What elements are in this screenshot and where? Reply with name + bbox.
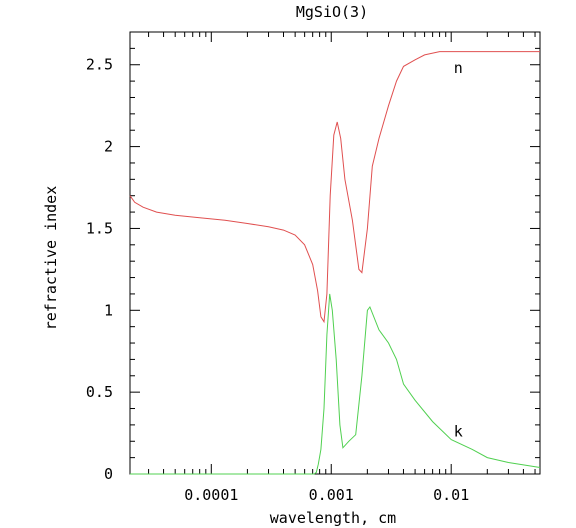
y-tick-label: 2.5 (86, 56, 113, 74)
y-tick-label: 1.5 (86, 219, 113, 237)
plot-frame (129, 31, 541, 475)
y-tick-label: 2 (104, 138, 113, 156)
x-axis-label: wavelength, cm (270, 509, 396, 527)
chart-title: MgSiO(3) (296, 3, 368, 21)
series-line-n (129, 51, 540, 324)
series-line-k (130, 293, 541, 475)
y-axis-label: refractive index (42, 186, 60, 331)
x-tick-label: 0.001 (309, 486, 354, 504)
y-tick-label: 0.5 (86, 383, 113, 401)
series-label-k: k (454, 422, 463, 440)
x-tick-label: 0.01 (433, 486, 469, 504)
y-tick-label: 1 (104, 301, 113, 319)
plot-area: 0.0001 0.001 0.01 0 0.5 1 1.5 2 2.5 n k (86, 31, 541, 504)
series-label-n: n (454, 59, 463, 77)
x-tick-label: 0.0001 (184, 486, 238, 504)
y-tick-label: 0 (104, 465, 113, 483)
